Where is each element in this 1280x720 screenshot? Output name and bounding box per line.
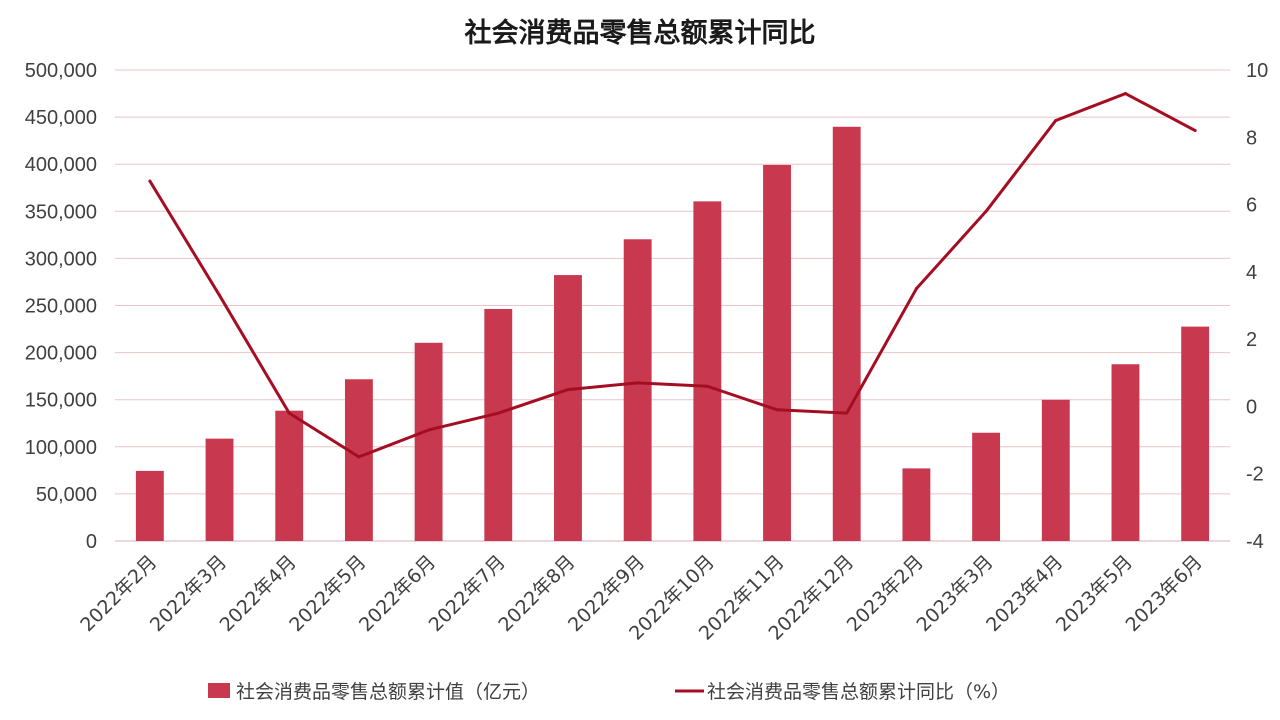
line-point	[287, 411, 291, 415]
right-tick-label: 0	[1246, 396, 1257, 418]
x-axis: 2022年2月2022年3月2022年4月2022年5月2022年6月2022年…	[76, 551, 1206, 645]
right-tick-label: 2	[1246, 329, 1257, 351]
bar	[763, 164, 791, 541]
left-tick-label: 500,000	[25, 60, 97, 82]
bar-series	[135, 126, 1210, 541]
line-point	[357, 455, 361, 459]
legend-bar-label: 社会消费品零售总额累计值（亿元）	[236, 681, 540, 703]
left-tick-label: 100,000	[25, 437, 97, 459]
legend: 社会消费品零售总额累计值（亿元） 社会消费品零售总额累计同比（%）	[208, 681, 1010, 703]
bar	[344, 379, 373, 541]
left-tick-label: 300,000	[25, 248, 97, 270]
line-point	[1193, 129, 1197, 133]
bar	[693, 201, 722, 541]
bar	[1181, 326, 1210, 541]
right-tick-label: -2	[1246, 464, 1264, 486]
x-tick-label: 2023年6月	[1122, 551, 1207, 636]
line-point	[427, 428, 431, 432]
legend-line-label: 社会消费品零售总额累计同比（%）	[707, 681, 1010, 703]
bar	[1041, 399, 1070, 541]
line-point	[496, 411, 500, 415]
line-point	[775, 408, 779, 412]
bar	[135, 470, 164, 541]
bar	[275, 410, 304, 541]
bar	[623, 239, 652, 541]
line-point	[148, 179, 152, 183]
bar	[972, 432, 1001, 541]
left-tick-label: 400,000	[25, 154, 97, 176]
right-tick-label: 6	[1246, 195, 1257, 217]
left-tick-label: 200,000	[25, 343, 97, 365]
left-tick-label: 150,000	[25, 390, 97, 412]
chart-title: 社会消费品零售总额累计同比	[465, 17, 816, 49]
right-axis: -4 -2 0 2 4 6 8 10	[1246, 60, 1268, 553]
left-tick-label: 0	[86, 531, 97, 553]
right-tick-label: -4	[1246, 531, 1264, 553]
line-point	[705, 384, 709, 388]
line-point	[1054, 118, 1058, 122]
left-tick-label: 250,000	[25, 296, 97, 318]
yoy-line	[148, 92, 1196, 459]
left-tick-label: 50,000	[36, 484, 97, 506]
legend-bar-swatch	[208, 683, 230, 698]
right-tick-label: 10	[1246, 60, 1268, 82]
line-point	[984, 209, 988, 213]
bar	[205, 438, 234, 541]
right-tick-label: 4	[1246, 262, 1257, 284]
line-point	[914, 287, 918, 291]
left-tick-label: 350,000	[25, 201, 97, 223]
left-tick-label: 450,000	[25, 107, 97, 129]
bar	[484, 308, 513, 541]
left-axis: 0 50,000 100,000 150,000 200,000 250,000 300,0…	[25, 60, 97, 553]
bar	[902, 468, 931, 541]
line-point	[218, 293, 222, 297]
right-tick-label: 8	[1246, 127, 1257, 149]
bar	[1111, 364, 1140, 541]
line-point	[845, 411, 849, 415]
bar	[414, 342, 443, 541]
line-point	[1123, 92, 1127, 96]
line-point	[566, 388, 570, 392]
line-series	[148, 92, 1197, 459]
line-point	[636, 381, 640, 385]
bar	[554, 275, 582, 541]
bar	[832, 126, 861, 541]
